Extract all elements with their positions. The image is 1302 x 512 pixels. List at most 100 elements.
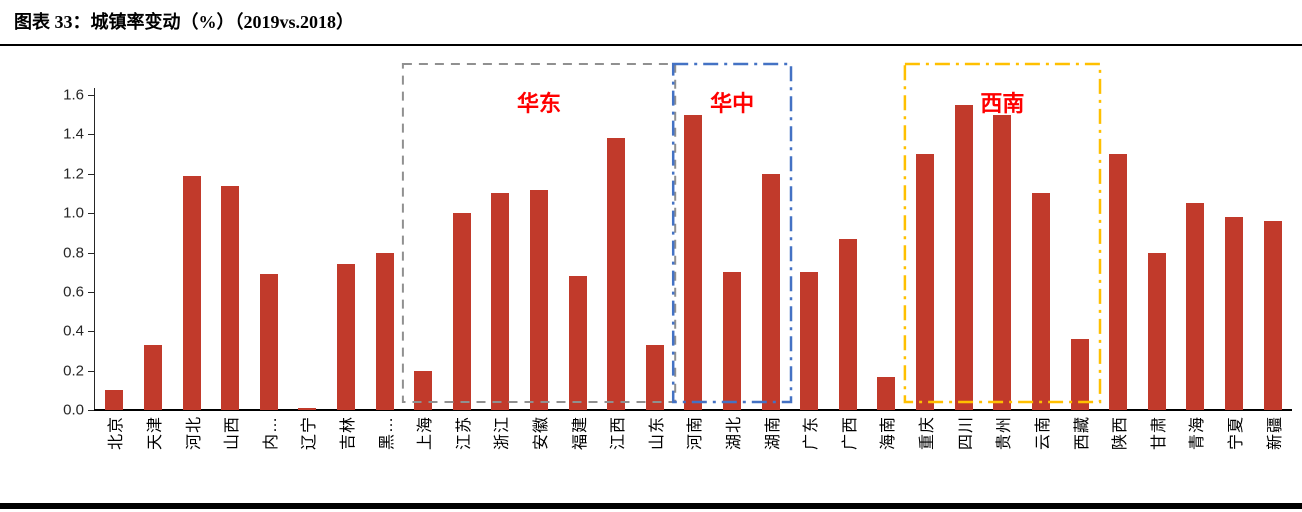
bar-column <box>95 95 134 410</box>
bar-新疆 <box>1263 221 1282 410</box>
bar-column <box>404 95 443 410</box>
bar-column <box>983 95 1022 410</box>
x-label-column: 新疆 <box>1253 416 1292 508</box>
x-label-column: 上海 <box>404 416 443 508</box>
x-axis-label: 宁夏 <box>1227 416 1245 451</box>
bar-column <box>906 95 945 410</box>
bar-广东 <box>800 272 819 410</box>
bar-福建 <box>568 276 587 410</box>
y-tick-mark <box>88 370 94 372</box>
x-axis-label: 河北 <box>185 416 203 451</box>
bar-河南 <box>684 114 703 410</box>
bar-column <box>867 95 906 410</box>
x-axis-label: 河南 <box>687 416 705 451</box>
x-label-column: 海南 <box>867 416 906 508</box>
x-axis-label: 云南 <box>1034 416 1052 451</box>
x-axis-label: 黑… <box>378 416 396 451</box>
y-tick-mark <box>88 134 94 136</box>
x-axis-label: 湖北 <box>726 416 744 451</box>
bar-column <box>172 95 211 410</box>
x-axis-label: 甘肃 <box>1150 416 1168 451</box>
bar-湖南 <box>761 173 780 410</box>
bar-column <box>1215 95 1254 410</box>
bar-宁夏 <box>1224 217 1243 410</box>
bar-山东 <box>645 345 664 410</box>
x-label-column: 内… <box>249 416 288 508</box>
y-tick-mark <box>88 410 94 411</box>
bar-column <box>1099 95 1138 410</box>
bar-内… <box>259 274 278 410</box>
x-axis-line <box>94 409 1292 411</box>
x-axis-label: 吉林 <box>339 416 357 451</box>
bar-山西 <box>221 185 240 410</box>
bar-江西 <box>607 138 626 410</box>
x-label-column: 云南 <box>1022 416 1061 508</box>
x-label-column: 甘肃 <box>1137 416 1176 508</box>
x-axis-label: 青海 <box>1189 416 1207 451</box>
bar-column <box>327 95 366 410</box>
y-tick-mark <box>88 95 94 96</box>
x-label-column: 贵州 <box>983 416 1022 508</box>
y-tick-mark <box>88 252 94 254</box>
x-axis-label: 福建 <box>571 416 589 451</box>
x-axis-labels: 北京 天津 河北 山西 内… 辽宁 吉林 黑… 上海 江苏 浙江 安徽 福建 江西 山东 河南 湖北 湖南 广东 广西… <box>95 416 1292 508</box>
figure-title: 图表 33：城镇率变动（%）（2019vs.2018） <box>14 12 355 32</box>
bar-安徽 <box>530 189 548 410</box>
bar-湖北 <box>723 272 742 410</box>
x-label-column: 安徽 <box>520 416 559 508</box>
bar-海南 <box>877 376 896 410</box>
y-tick-label: 0.2 <box>63 362 84 380</box>
x-axis-label: 辽宁 <box>301 416 319 451</box>
bar-吉林 <box>336 264 355 410</box>
x-label-column: 河北 <box>172 416 211 508</box>
bar-河北 <box>182 175 201 410</box>
x-axis-label: 江苏 <box>455 416 473 451</box>
bar-column <box>636 95 675 410</box>
y-tick-label: 1.2 <box>63 165 84 183</box>
bar-column <box>442 95 481 410</box>
x-label-column: 黑… <box>365 416 404 508</box>
y-tick-label: 1.6 <box>63 86 84 104</box>
bar-column <box>211 95 250 410</box>
y-tick-label: 1.4 <box>63 125 84 143</box>
x-label-column: 西藏 <box>1060 416 1099 508</box>
y-tick-mark <box>88 213 94 215</box>
x-axis-label: 广东 <box>803 416 821 451</box>
bar-column <box>558 95 597 410</box>
bar-column <box>790 95 829 410</box>
y-tick-mark <box>88 291 94 293</box>
bar-column <box>134 95 173 410</box>
bar-甘肃 <box>1147 252 1166 410</box>
bar-column <box>674 95 713 410</box>
bar-column <box>1060 95 1099 410</box>
bars-container <box>95 95 1292 410</box>
x-axis-label: 上海 <box>417 416 435 451</box>
bar-column <box>713 95 752 410</box>
x-axis-label: 新疆 <box>1266 416 1284 451</box>
bar-辽宁 <box>298 408 317 410</box>
bar-column <box>249 95 288 410</box>
x-axis-label: 山西 <box>224 416 242 451</box>
bar-column <box>1137 95 1176 410</box>
bar-广西 <box>838 238 857 410</box>
x-axis-label: 内… <box>262 416 280 451</box>
y-tick-label: 0.0 <box>63 401 84 419</box>
bar-江苏 <box>452 213 471 410</box>
bar-column <box>520 95 559 410</box>
x-axis-label: 山东 <box>648 416 666 451</box>
bar-column <box>1253 95 1292 410</box>
x-label-column: 青海 <box>1176 416 1215 508</box>
bar-column <box>944 95 983 410</box>
x-axis-label: 江西 <box>610 416 628 451</box>
x-axis-label: 浙江 <box>494 416 512 451</box>
x-label-column: 吉林 <box>327 416 366 508</box>
x-axis-label: 海南 <box>880 416 898 451</box>
x-axis-label: 陕西 <box>1112 416 1130 451</box>
x-label-column: 宁夏 <box>1215 416 1254 508</box>
title-divider <box>0 44 1302 46</box>
y-tick-label: 0.6 <box>63 283 84 301</box>
x-label-column: 江苏 <box>442 416 481 508</box>
x-label-column: 广西 <box>829 416 868 508</box>
x-axis-label: 北京 <box>108 416 126 451</box>
y-tick-label: 1.0 <box>63 204 84 222</box>
